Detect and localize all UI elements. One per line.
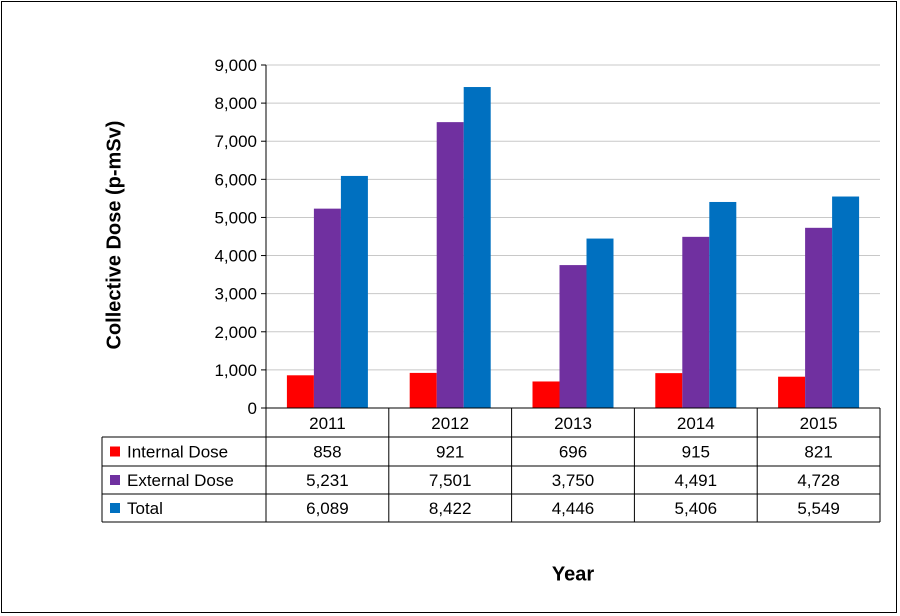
data-label: 4,446 [552, 499, 595, 518]
legend-label: Total [127, 499, 163, 518]
data-label: 921 [436, 443, 464, 462]
y-tick-label: 5,000 [214, 208, 257, 227]
data-label: 858 [313, 443, 341, 462]
data-label: 6,089 [306, 499, 349, 518]
y-tick-label: 7,000 [214, 132, 257, 151]
y-tick-label: 9,000 [214, 56, 257, 75]
legend-swatch [110, 475, 120, 485]
bar-internal-dose [286, 375, 314, 408]
y-tick-label: 2,000 [214, 323, 257, 342]
bar-total [463, 87, 491, 408]
bar-internal-dose [409, 372, 437, 408]
y-tick-label: 8,000 [214, 94, 257, 113]
bar-internal-dose [532, 381, 560, 408]
bar-internal-dose [655, 373, 683, 408]
x-tick-label: 2012 [431, 414, 469, 433]
bar-total [709, 201, 737, 408]
data-label: 3,750 [552, 471, 595, 490]
bar-total [832, 196, 860, 408]
y-tick-label: 3,000 [214, 285, 257, 304]
y-tick-label: 6,000 [214, 170, 257, 189]
bar-external-dose [682, 236, 710, 408]
legend-label: External Dose [127, 471, 234, 490]
x-tick-label: 2014 [677, 414, 715, 433]
bar-external-dose [436, 122, 464, 409]
data-label: 915 [682, 443, 710, 462]
data-label: 696 [559, 443, 587, 462]
y-tick-label: 4,000 [214, 247, 257, 266]
bar-external-dose [313, 208, 341, 408]
bar-external-dose [559, 265, 587, 408]
bar-total [586, 238, 614, 408]
data-label: 4,728 [797, 471, 840, 490]
x-tick-label: 2015 [800, 414, 838, 433]
data-label: 5,406 [675, 499, 718, 518]
x-axis-label: Year [551, 563, 595, 586]
legend-swatch [110, 503, 120, 513]
bar-internal-dose [778, 376, 806, 408]
data-label: 4,491 [675, 471, 718, 490]
bar-external-dose [805, 227, 833, 408]
y-tick-label: 1,000 [214, 361, 257, 380]
data-label: 5,231 [306, 471, 349, 490]
data-label: 821 [804, 443, 832, 462]
x-tick-label: 2011 [309, 414, 346, 433]
data-label: 5,549 [797, 499, 840, 518]
legend-swatch [110, 446, 120, 457]
x-tick-label: 2013 [554, 414, 592, 433]
data-label: 7,501 [429, 471, 472, 490]
legend-label: Internal Dose [127, 443, 228, 462]
y-tick-label: 0 [248, 399, 257, 418]
bar-total [340, 175, 368, 408]
data-label: 8,422 [429, 499, 472, 518]
